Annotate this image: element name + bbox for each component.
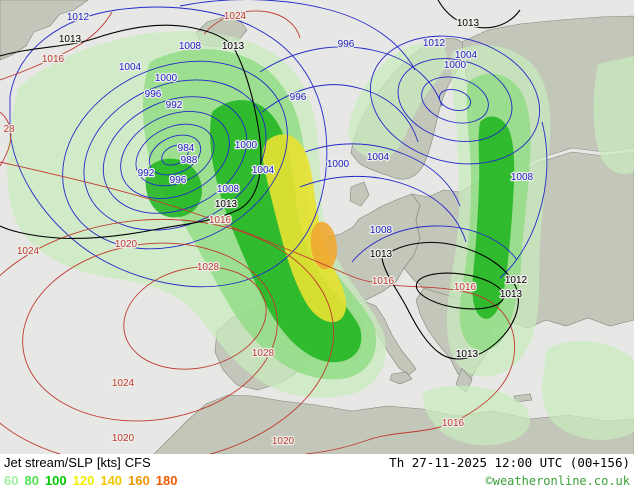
isobar-label-black: 1013 — [457, 18, 480, 29]
land-island — [389, 371, 413, 385]
isobar-label-red: 1016 — [442, 418, 465, 429]
isobar-label-blue: 1004 — [367, 152, 390, 163]
footer-scale-row: 60 80 100 120 140 160 180 ©weatheronline.co.uk — [4, 472, 630, 489]
isobar-label-blue: 1000 — [327, 159, 350, 170]
isobar-label-blue: 1008 — [370, 225, 393, 236]
footer: Jet stream/SLP [kts] CFS Th 27-11-2025 12:… — [0, 454, 634, 490]
isobar-label-black: 1013 — [500, 289, 523, 300]
isobar-label-black: 1012 — [505, 275, 528, 286]
isobar-label-blue: 992 — [138, 168, 155, 179]
isobar-label-blue: 1012 — [423, 38, 446, 49]
isobar-label-blue: 1008 — [217, 184, 240, 195]
isobar-label-red: 28 — [3, 124, 15, 135]
weather-map: 1012 1008 996 1004 1000 996 992 996 984 988 992 996… — [0, 0, 634, 454]
isobar-label-black: 1013 — [370, 249, 393, 260]
isobar-label-blue: 1000 — [235, 140, 258, 151]
copyright: ©weatheronline.co.uk — [485, 474, 631, 488]
isobar-label-blue: 996 — [170, 175, 187, 186]
scale-value-180: 180 — [155, 473, 178, 488]
isobar-label-red: 1016 — [42, 54, 65, 65]
isobars-1013 — [0, 0, 521, 360]
isobars-low-pressure — [9, 0, 548, 288]
isobar-label-black: 1013 — [215, 199, 238, 210]
valid-time: Th 27-11-2025 12:00 UTC (00+156) — [389, 455, 630, 470]
isobar-label-blue: 1000 — [155, 73, 178, 84]
isobar-label-red: 1016 — [372, 276, 395, 287]
isobar-label-blue: 988 — [181, 155, 198, 166]
isobar-label-red: 1024 — [112, 378, 135, 389]
jet-shading-max — [310, 221, 337, 270]
isobar-label-red: 1028 — [252, 348, 275, 359]
isobar-label-blue: 1004 — [119, 62, 142, 73]
isobar-label-red: 1020 — [112, 433, 135, 444]
isobar-label-blue: 1004 — [455, 50, 478, 61]
isobar-label-blue: 1008 — [511, 172, 534, 183]
product-name: Jet stream/SLP — [4, 455, 93, 470]
isobar-label-red: 1016 — [209, 215, 232, 226]
land-greenland — [0, 0, 89, 61]
scale-value-60: 60 — [4, 473, 19, 488]
scale-value-100: 100 — [44, 473, 67, 488]
isobar-label-blue: 992 — [166, 100, 183, 111]
isobar-label-black: 1013 — [59, 34, 82, 45]
isobar-label-red: 1024 — [17, 246, 40, 257]
isobar-label-red: 1016 — [454, 282, 477, 293]
isobar-label-red: 1020 — [272, 436, 295, 447]
jet-shading-core — [262, 134, 347, 323]
product-unit: [kts] — [96, 455, 121, 470]
scale-value-80: 80 — [24, 473, 39, 488]
scale-value-160: 160 — [128, 473, 150, 488]
isobar-label-red: 1024 — [224, 11, 247, 22]
isobar-label-blue: 996 — [145, 89, 162, 100]
scale-value-120: 120 — [72, 473, 95, 488]
isobar-label-blue: 996 — [338, 39, 355, 50]
isobar-label-blue: 1000 — [444, 60, 467, 71]
isobar-label-red: 1020 — [115, 239, 138, 250]
isobar-label-blue: 1004 — [252, 165, 275, 176]
model-name: CFS — [124, 455, 151, 470]
footer-title-row: Jet stream/SLP [kts] CFS Th 27-11-2025 12:… — [4, 455, 630, 472]
isobar-label-red: 1028 — [197, 262, 220, 273]
isobar-label-black: 1013 — [222, 41, 245, 52]
isobar-label-blue: 996 — [290, 92, 307, 103]
jet-speed-scale: 60 80 100 120 140 160 180 — [4, 472, 183, 490]
isobar-label-blue: 1012 — [67, 12, 90, 23]
isobar-label-blue: 984 — [178, 143, 195, 154]
scale-value-140: 140 — [100, 473, 123, 488]
land-denmark — [349, 181, 370, 207]
isobar-label-black: 1013 — [456, 349, 479, 360]
product-label: Jet stream/SLP [kts] CFS — [4, 455, 155, 470]
isobar-label-blue: 1008 — [179, 41, 202, 52]
